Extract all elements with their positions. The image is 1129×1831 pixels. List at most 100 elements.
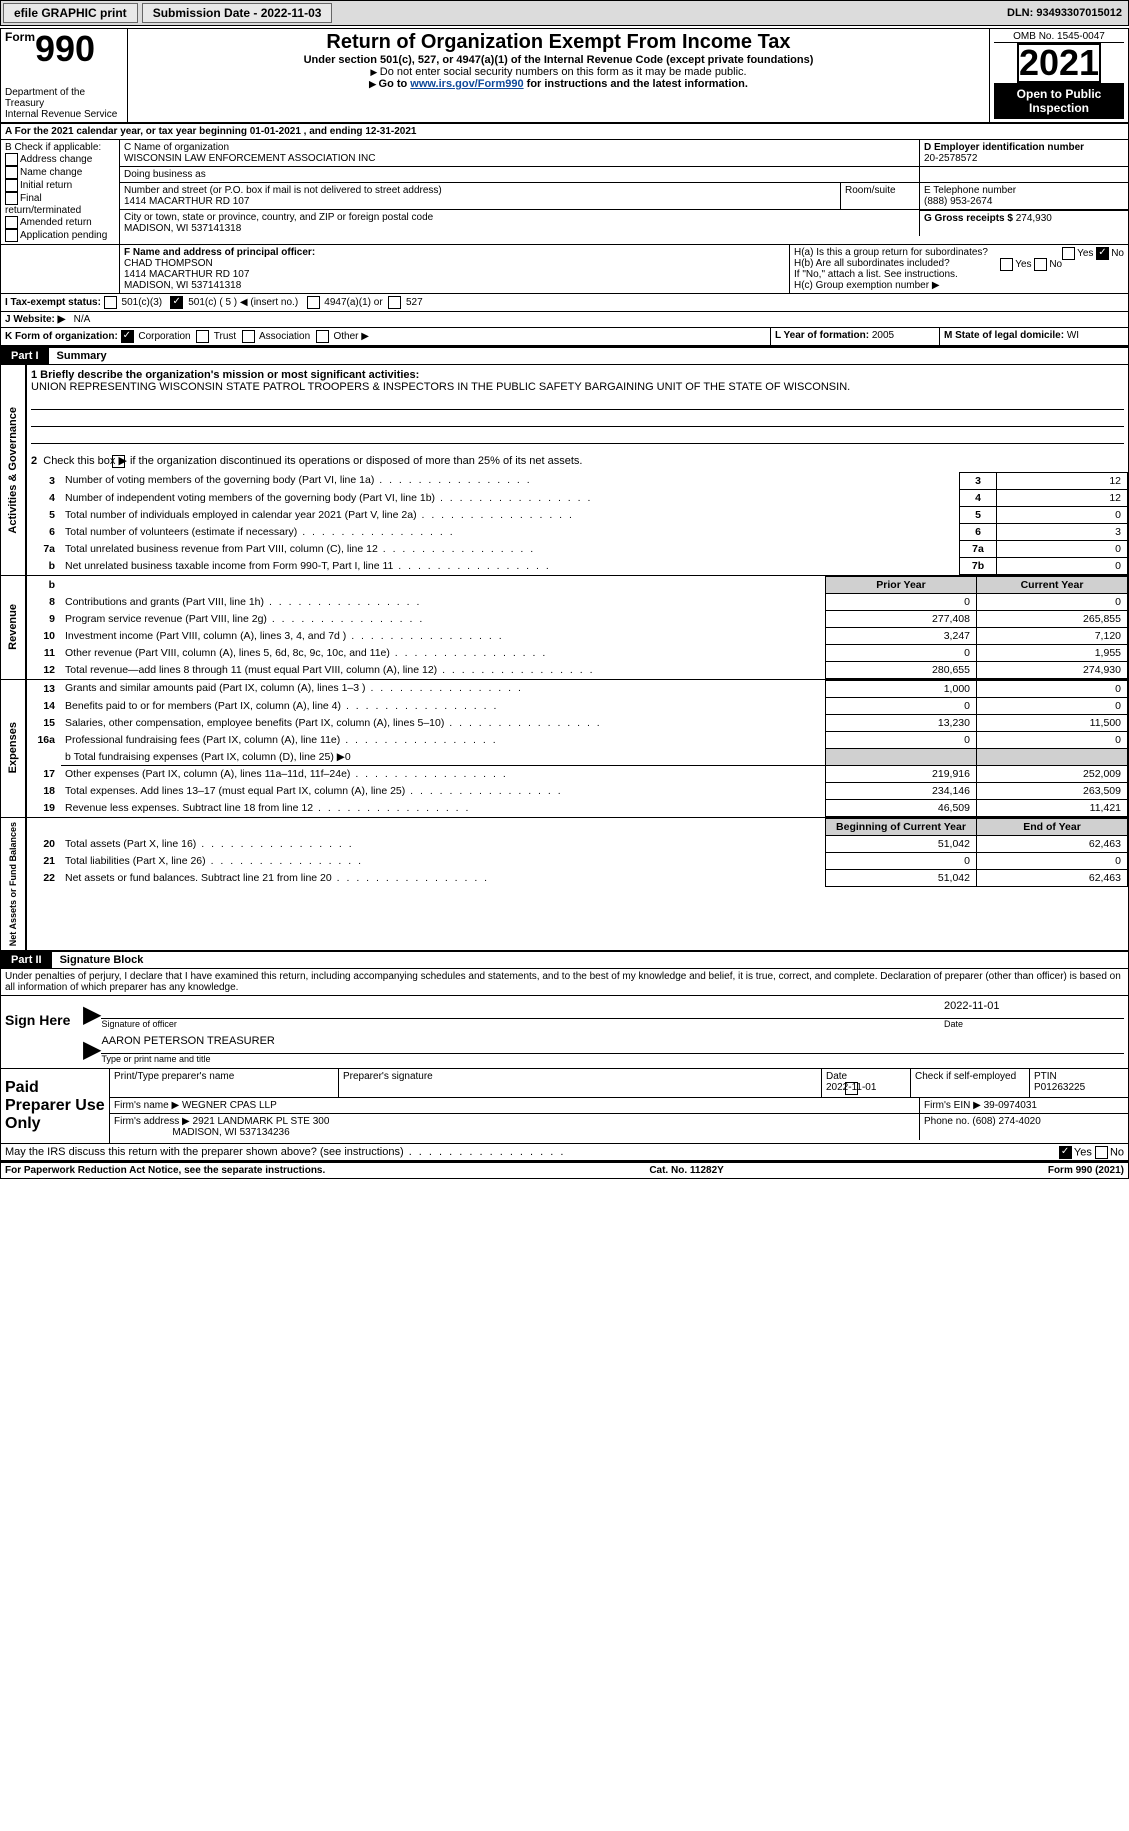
lbl-corp: Corporation — [138, 331, 190, 342]
hb-note: If "No," attach a list. See instructions… — [794, 269, 1124, 280]
m-label: M State of legal domicile: — [944, 330, 1064, 341]
addr-label: Number and street (or P.O. box if mail i… — [124, 185, 836, 196]
checkbox-pending[interactable] — [5, 229, 18, 242]
col-end: End of Year — [977, 818, 1128, 835]
cb-self-emp[interactable] — [845, 1082, 858, 1095]
checkbox-final[interactable] — [5, 192, 18, 205]
lbl-4947: 4947(a)(1) or — [324, 297, 382, 308]
phone-v: (608) 274-4020 — [972, 1116, 1040, 1127]
part1-badge: Part I — [1, 348, 49, 364]
revenue-table: b Prior Year Current Year 8Contributions… — [27, 576, 1128, 679]
discuss-no[interactable] — [1095, 1146, 1108, 1159]
room-label: Room/suite — [841, 183, 920, 209]
part1-title: Summary — [49, 350, 107, 362]
website-value: N/A — [74, 314, 91, 325]
state-domicile: WI — [1067, 330, 1079, 341]
top-toolbar: efile GRAPHIC print Submission Date - 20… — [0, 0, 1129, 26]
ha-yes[interactable] — [1062, 247, 1075, 260]
self-emp: Check if self-employed — [915, 1071, 1016, 1082]
form-number: 990 — [35, 28, 95, 69]
part2-header-row: Part II Signature Block — [1, 950, 1128, 969]
lbl-527: 527 — [406, 297, 423, 308]
city-value: MADISON, WI 537141318 — [124, 223, 915, 234]
cb-501c3[interactable] — [104, 296, 117, 309]
footer-right: Form 990 (2021) — [1048, 1165, 1124, 1176]
phone-value: (888) 953-2674 — [924, 196, 1124, 207]
mission-blank-1 — [31, 395, 1124, 410]
firm-addr-l: Firm's address ▶ — [114, 1116, 190, 1127]
officer-printed-name: AARON PETERSON TREASURER — [101, 1035, 1124, 1054]
ptin-h: PTIN — [1034, 1071, 1057, 1082]
l-label: L Year of formation: — [775, 330, 869, 341]
submission-date-button[interactable]: Submission Date - 2022-11-03 — [142, 3, 333, 23]
ha-no[interactable] — [1096, 247, 1109, 260]
opt-address: Address change — [20, 154, 92, 165]
cb-trust[interactable] — [196, 330, 209, 343]
open-inspection: Open to Public Inspection — [994, 83, 1124, 119]
governance-table: 3Number of voting members of the governi… — [27, 472, 1128, 575]
goto-a: Go to — [379, 78, 408, 90]
cb-assoc[interactable] — [242, 330, 255, 343]
footer-mid: Cat. No. 11282Y — [649, 1165, 723, 1176]
discuss-yes[interactable] — [1059, 1146, 1072, 1159]
irs-link[interactable]: www.irs.gov/Form990 — [410, 78, 523, 90]
cb-4947[interactable] — [307, 296, 320, 309]
cb-other[interactable] — [316, 330, 329, 343]
sign-here-block: Sign Here ▶ Signature of officer 2022-11… — [1, 995, 1128, 1069]
irs-label: Internal Revenue Service — [5, 109, 123, 120]
goto-b: for instructions and the latest informat… — [527, 78, 748, 90]
checkbox-amended[interactable] — [5, 216, 18, 229]
checkbox-name-change[interactable] — [5, 166, 18, 179]
officer-addr2: MADISON, WI 537141318 — [124, 280, 785, 291]
mission-blank-3 — [31, 429, 1124, 444]
j-label: J Website: ▶ — [5, 314, 65, 325]
checkbox-initial[interactable] — [5, 179, 18, 192]
efile-print-button[interactable]: efile GRAPHIC print — [3, 3, 138, 23]
firm-addr2: MADISON, WI 537134236 — [172, 1127, 289, 1138]
opt-pending: Application pending — [20, 230, 107, 241]
form-title: Return of Organization Exempt From Incom… — [132, 31, 985, 54]
lbl-501c3: 501(c)(3) — [122, 297, 163, 308]
cb-501c[interactable] — [170, 296, 183, 309]
dln-label: DLN: 93493307015012 — [1001, 7, 1128, 19]
sign-here-label: Sign Here — [1, 996, 79, 1068]
section-b-c-d: B Check if applicable: Address change Na… — [1, 140, 1128, 245]
ein-v: 39-0974031 — [984, 1100, 1037, 1111]
officer-name: CHAD THOMPSON — [124, 258, 785, 269]
year-formation: 2005 — [872, 330, 894, 341]
side-expenses: Expenses — [5, 718, 21, 777]
activities-governance-block: Activities & Governance 1 Briefly descri… — [1, 365, 1128, 575]
opt-name: Name change — [20, 167, 82, 178]
line2-cb[interactable] — [112, 455, 125, 468]
officer-signature-line — [101, 1000, 944, 1019]
firm-name: WEGNER CPAS LLP — [182, 1100, 277, 1111]
cb-527[interactable] — [388, 296, 401, 309]
side-net: Net Assets or Fund Balances — [6, 818, 20, 950]
ha-label: H(a) Is this a group return for subordin… — [794, 247, 988, 258]
i-label: I Tax-exempt status: — [5, 297, 101, 308]
cb-corp[interactable] — [121, 330, 134, 343]
section-k-l-m: K Form of organization: Corporation Trus… — [1, 328, 1128, 346]
checkbox-address-change[interactable] — [5, 153, 18, 166]
city-label: City or town, state or province, country… — [124, 212, 915, 223]
net-assets-block: Net Assets or Fund Balances Beginning of… — [1, 817, 1128, 950]
k-label: K Form of organization: — [5, 331, 118, 342]
firm-name-l: Firm's name ▶ — [114, 1100, 179, 1111]
col-begin: Beginning of Current Year — [826, 818, 977, 835]
prep-date-h: Date — [826, 1071, 847, 1082]
hb-label: H(b) Are all subordinates included? — [794, 258, 950, 269]
line-a: A For the 2021 calendar year, or tax yea… — [1, 124, 1128, 140]
col-current: Current Year — [977, 576, 1128, 593]
form-subtitle: Under section 501(c), 527, or 4947(a)(1)… — [132, 54, 985, 66]
officer-addr1: 1414 MACARTHUR RD 107 — [124, 269, 785, 280]
hb-no[interactable] — [1034, 258, 1047, 271]
phone-l: Phone no. — [924, 1116, 970, 1127]
expenses-block: Expenses 13Grants and similar amounts pa… — [1, 679, 1128, 817]
part2-title: Signature Block — [52, 954, 144, 966]
section-j: J Website: ▶ N/A — [1, 312, 1128, 328]
gross-receipts: 274,930 — [1016, 213, 1052, 224]
form-body: Form990 Department of the Treasury Inter… — [0, 28, 1129, 1179]
hb-yes[interactable] — [1000, 258, 1013, 271]
lbl-trust: Trust — [214, 331, 236, 342]
type-name-label: Type or print name and title — [101, 1054, 1124, 1064]
